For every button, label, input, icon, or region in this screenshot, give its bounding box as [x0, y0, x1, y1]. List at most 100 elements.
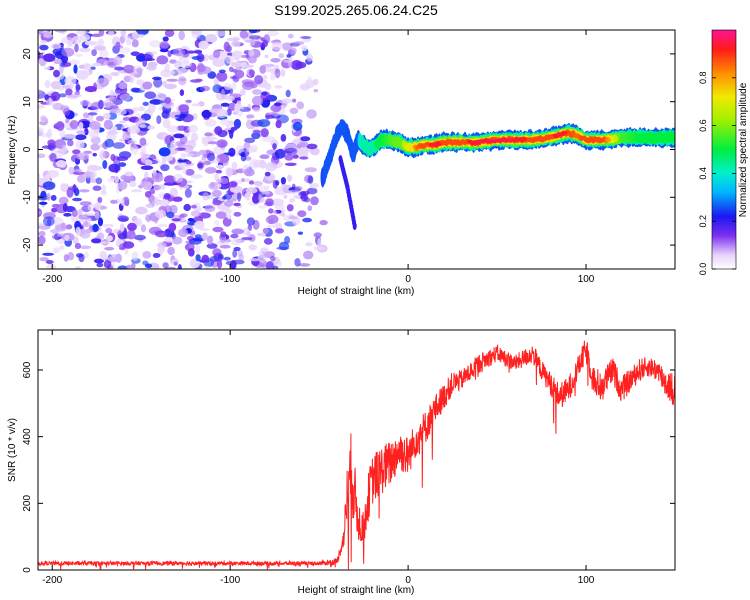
- noise-blob: [140, 224, 146, 233]
- noise-blob: [258, 205, 267, 209]
- noise-blob: [205, 33, 218, 44]
- noise-blob: [114, 176, 119, 184]
- noise-blob: [65, 118, 70, 124]
- noise-blob: [102, 112, 111, 120]
- noise-blob: [74, 168, 83, 173]
- noise-blob: [81, 63, 93, 70]
- noise-blob: [218, 164, 223, 170]
- noise-blob: [167, 50, 172, 58]
- noise-blob: [72, 236, 79, 245]
- noise-blob: [43, 216, 55, 227]
- noise-blob: [215, 169, 223, 174]
- noise-blob: [233, 246, 241, 252]
- noise-blob: [252, 106, 261, 112]
- noise-blob: [177, 264, 182, 269]
- noise-blob: [160, 69, 172, 78]
- noise-blob: [94, 202, 102, 211]
- noise-blob: [162, 262, 169, 269]
- noise-blob: [280, 134, 287, 142]
- noise-blob: [72, 149, 81, 155]
- noise-blob: [198, 40, 209, 50]
- noise-blob: [78, 214, 91, 220]
- noise-blob: [76, 30, 86, 34]
- noise-blob: [212, 58, 225, 67]
- ridge-segment: [606, 137, 611, 143]
- noise-blob: [95, 177, 103, 185]
- noise-blob: [201, 156, 207, 161]
- noise-blob: [173, 173, 184, 183]
- noise-blob: [234, 69, 245, 79]
- noise-blob: [215, 30, 226, 37]
- noise-blob: [208, 182, 220, 190]
- noise-blob: [104, 246, 115, 251]
- noise-blob: [79, 47, 91, 53]
- spectrogram-y-label: Frequency (Hz): [7, 116, 18, 185]
- noise-blob: [80, 100, 90, 107]
- noise-blob: [304, 167, 317, 173]
- noise-blob: [180, 213, 188, 218]
- noise-blob: [288, 33, 294, 39]
- noise-blob: [267, 30, 279, 37]
- noise-blob: [251, 132, 261, 140]
- noise-blob: [63, 254, 69, 262]
- noise-blob: [96, 232, 105, 240]
- noise-blob: [290, 47, 297, 55]
- noise-blob: [216, 240, 229, 246]
- noise-blob: [42, 181, 56, 191]
- noise-blob: [273, 102, 282, 107]
- noise-blob: [52, 217, 64, 227]
- noise-blob: [164, 236, 173, 243]
- noise-blob: [102, 160, 108, 169]
- noise-blob: [265, 215, 279, 225]
- noise-blob: [84, 127, 89, 136]
- noise-blob: [158, 184, 166, 190]
- noise-blob: [286, 54, 292, 58]
- noise-blob: [217, 183, 222, 188]
- noise-blob: [154, 196, 159, 207]
- noise-blob: [207, 235, 214, 245]
- noise-blob: [46, 192, 51, 201]
- noise-blob: [92, 223, 99, 232]
- noise-blob: [119, 243, 127, 250]
- noise-blob: [158, 192, 166, 199]
- noise-blob: [166, 78, 179, 82]
- noise-blob: [270, 104, 282, 113]
- noise-blob: [265, 161, 278, 172]
- noise-blob: [109, 96, 117, 103]
- noise-blob: [84, 40, 96, 46]
- noise-blob: [107, 177, 115, 183]
- ridge-segment: [562, 130, 567, 135]
- x-tick-label: -200: [42, 575, 62, 586]
- y-tick-label: 20: [22, 48, 33, 60]
- noise-blob: [232, 249, 238, 258]
- noise-blob: [162, 119, 171, 129]
- noise-blob: [161, 155, 167, 164]
- noise-blob: [306, 109, 317, 119]
- noise-blob: [164, 63, 170, 73]
- noise-blob: [154, 209, 167, 219]
- noise-blob: [274, 68, 281, 79]
- noise-blob: [286, 204, 294, 212]
- x-tick-label: -100: [220, 274, 240, 285]
- noise-blob: [244, 178, 250, 183]
- noise-blob: [97, 196, 103, 204]
- noise-blob: [307, 205, 313, 212]
- noise-blob: [191, 103, 202, 107]
- noise-blob: [85, 228, 93, 233]
- colorbar-tick-label: 0.4: [698, 167, 708, 180]
- noise-blob: [40, 191, 47, 200]
- noise-blob: [153, 78, 163, 88]
- noise-blob: [131, 189, 142, 193]
- x-tick-label: 0: [405, 575, 411, 586]
- noise-blob: [99, 49, 109, 58]
- noise-blob: [240, 154, 247, 162]
- noise-blob: [62, 203, 68, 212]
- noise-blob: [79, 201, 92, 206]
- noise-blob: [47, 139, 56, 147]
- noise-blob: [63, 212, 72, 217]
- noise-blob: [129, 180, 137, 188]
- noise-blob: [155, 230, 168, 238]
- noise-blob: [297, 231, 304, 235]
- noise-blob: [67, 252, 75, 261]
